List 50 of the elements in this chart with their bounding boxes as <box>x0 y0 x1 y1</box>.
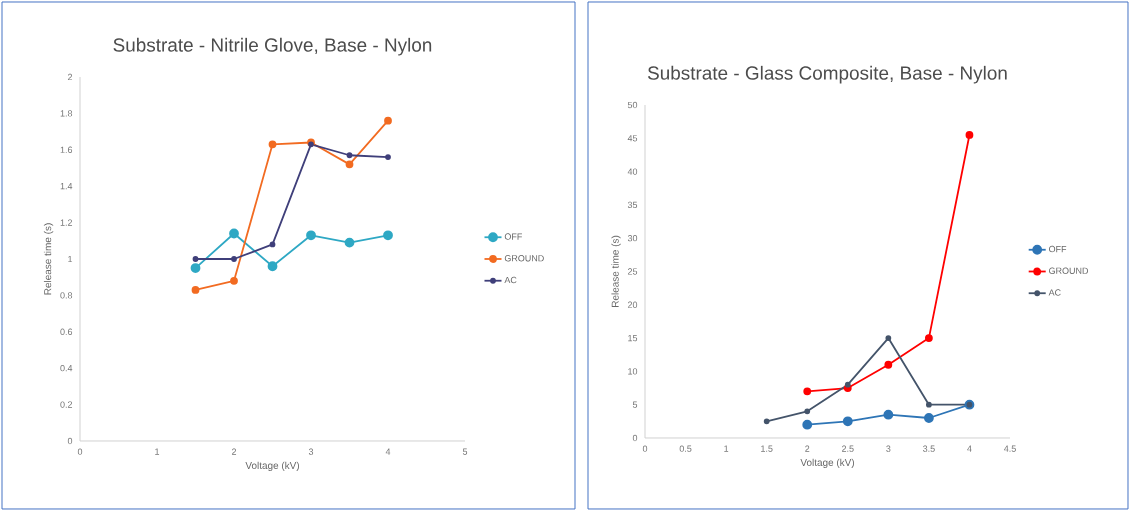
y-tick-label: 45 <box>627 135 638 142</box>
y-tick-label: 50 <box>627 101 638 109</box>
legend-label: OFF <box>1049 245 1067 253</box>
y-tick-label: 0 <box>67 437 73 445</box>
x-tick-label: 4 <box>385 448 391 455</box>
y-tick-label: 1.4 <box>60 183 73 190</box>
y-tick-label: 1.8 <box>60 110 73 117</box>
y-tick-label: 2 <box>67 73 73 81</box>
y-tick-label: 0.2 <box>60 401 73 408</box>
x-tick-label: 0 <box>642 445 648 452</box>
y-tick-label: 10 <box>628 368 638 375</box>
x-tick-label: 4.5 <box>1003 445 1016 452</box>
y-tick-label: 0 <box>632 434 638 442</box>
x-tick-label: 0 <box>77 448 83 455</box>
x-axis-title: Voltage (kV) <box>800 458 855 468</box>
x-tick-label: 0.5 <box>679 445 692 452</box>
y-tick-label: 1.6 <box>60 146 73 153</box>
y-tick-label: 0.8 <box>60 292 73 299</box>
y-axis-title: Release time (s) <box>611 235 621 307</box>
y-tick-label: 1.2 <box>60 219 73 226</box>
y-tick-label: 0.6 <box>60 328 73 335</box>
x-tick-label: 1 <box>724 445 729 452</box>
x-tick-label: 4 <box>967 445 972 452</box>
x-tick-label: 2 <box>231 448 237 455</box>
x-tick-label: 3.5 <box>923 445 935 452</box>
chart-title: Substrate - Glass Composite, Base - Nylon <box>647 65 1007 84</box>
legend-label: AC <box>504 276 517 284</box>
y-tick-label: 40 <box>627 168 638 175</box>
y-tick-label: 15 <box>628 334 638 342</box>
x-axis-title: Voltage (kV) <box>245 461 300 471</box>
y-tick-label: 35 <box>627 201 638 209</box>
y-tick-label: 1 <box>68 255 73 263</box>
x-tick-label: 1 <box>155 448 160 455</box>
x-tick-label: 3 <box>886 445 891 452</box>
legend-label: AC <box>1048 289 1061 296</box>
y-tick-label: 30 <box>627 235 638 242</box>
x-tick-label: 5 <box>462 448 468 455</box>
legend-label: GROUND <box>1049 267 1089 274</box>
x-tick-label: 2.5 <box>842 445 854 452</box>
legend-label: OFF <box>504 233 522 240</box>
legend-label: GROUND <box>504 255 544 262</box>
y-axis-title: Release time (s) <box>43 223 54 295</box>
y-tick-label: 0.4 <box>60 365 73 372</box>
x-tick-label: 2 <box>805 445 810 452</box>
y-tick-label: 5 <box>632 401 638 408</box>
y-tick-label: 25 <box>627 268 638 275</box>
chart-title: Substrate - Nitrile Glove, Base - Nylon <box>113 37 432 56</box>
x-tick-label: 1.5 <box>761 445 773 452</box>
y-tick-label: 20 <box>627 301 638 308</box>
x-tick-label: 3 <box>308 448 314 455</box>
